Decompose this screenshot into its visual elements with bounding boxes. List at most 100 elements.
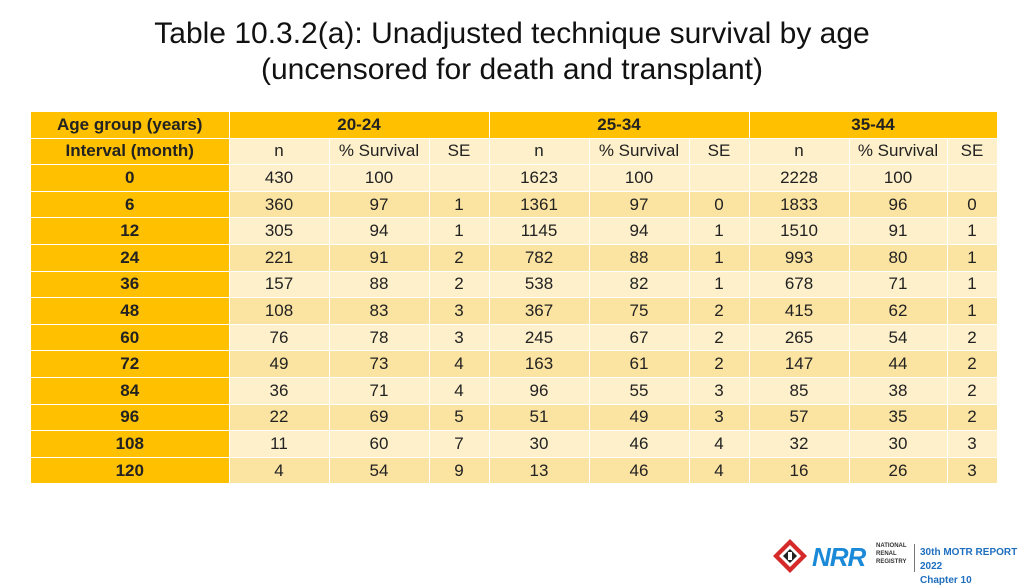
cell-survival: 78 — [329, 324, 430, 352]
cell-survival: 62 — [849, 297, 948, 325]
table-row: 36 157 88 2 538 82 1 678 71 1 — [31, 271, 998, 299]
cell-se: 4 — [429, 350, 490, 378]
cell-survival: 88 — [589, 244, 690, 272]
cell-survival: 80 — [849, 244, 948, 272]
interval-label: 6 — [31, 191, 230, 219]
survival-table: Age group (years) 20-24 25-34 35-44 Inte… — [31, 112, 998, 485]
cell-survival: 97 — [329, 191, 430, 219]
cell-n: 1145 — [489, 217, 590, 245]
cell-se: 3 — [429, 324, 490, 352]
subheader-se: SE — [689, 138, 750, 166]
cell-se: 2 — [689, 324, 750, 352]
title-line-2: (uncensored for death and transplant) — [261, 53, 763, 86]
cell-n: 1833 — [749, 191, 850, 219]
interval-label: 72 — [31, 350, 230, 378]
interval-label: 96 — [31, 404, 230, 432]
row-header-age-group: Age group (years) — [31, 112, 230, 139]
cell-se — [689, 164, 750, 192]
cell-survival: 91 — [329, 244, 430, 272]
cell-survival: 96 — [849, 191, 948, 219]
cell-n: 49 — [229, 350, 330, 378]
cell-n: 265 — [749, 324, 850, 352]
cell-survival: 94 — [589, 217, 690, 245]
logo-brand: NRR — [812, 542, 866, 572]
logo-org-name: NATIONAL RENAL REGISTRY — [876, 542, 907, 566]
group-header-20-24: 20-24 — [229, 112, 490, 139]
cell-se: 0 — [947, 191, 998, 219]
table-row: 96 22 69 5 51 49 3 57 35 2 — [31, 404, 998, 432]
cell-survival: 100 — [329, 164, 430, 192]
cell-n: 430 — [229, 164, 330, 192]
cell-survival: 97 — [589, 191, 690, 219]
cell-n: 147 — [749, 350, 850, 378]
table-row: 120 4 54 9 13 46 4 16 26 3 — [31, 457, 998, 485]
cell-n: 221 — [229, 244, 330, 272]
cell-se — [947, 164, 998, 192]
cell-survival: 35 — [849, 404, 948, 432]
cell-survival: 91 — [849, 217, 948, 245]
cell-n: 538 — [489, 271, 590, 299]
table-row: 48 108 83 3 367 75 2 415 62 1 — [31, 297, 998, 325]
cell-n: 22 — [229, 404, 330, 432]
cell-survival: 83 — [329, 297, 430, 325]
group-header-row: Age group (years) 20-24 25-34 35-44 — [31, 112, 998, 139]
interval-label: 108 — [31, 430, 230, 458]
cell-n: 1361 — [489, 191, 590, 219]
cell-survival: 26 — [849, 457, 948, 485]
cell-se: 1 — [947, 297, 998, 325]
cell-se: 5 — [429, 404, 490, 432]
cell-se: 4 — [689, 457, 750, 485]
cell-se: 3 — [689, 404, 750, 432]
cell-se: 1 — [429, 191, 490, 219]
cell-n: 782 — [489, 244, 590, 272]
interval-label: 120 — [31, 457, 230, 485]
subheader-se: SE — [947, 138, 998, 166]
interval-label: 0 — [31, 164, 230, 192]
table-row: 12 305 94 1 1145 94 1 1510 91 1 — [31, 217, 998, 245]
interval-label: 36 — [31, 271, 230, 299]
cell-se: 4 — [429, 377, 490, 405]
cell-se: 1 — [947, 271, 998, 299]
table-row: 0 430 100 1623 100 2228 100 — [31, 164, 998, 192]
cell-se: 1 — [689, 217, 750, 245]
cell-n: 16 — [749, 457, 850, 485]
cell-se: 1 — [689, 271, 750, 299]
cell-n: 36 — [229, 377, 330, 405]
logo-report-title: 30th MOTR REPORT 2022 — [920, 547, 1018, 572]
cell-n: 108 — [229, 297, 330, 325]
cell-survival: 54 — [849, 324, 948, 352]
cell-n: 2228 — [749, 164, 850, 192]
cell-survival: 55 — [589, 377, 690, 405]
logo-org-line-3: REGISTRY — [876, 559, 907, 565]
cell-survival: 67 — [589, 324, 690, 352]
cell-n: 4 — [229, 457, 330, 485]
interval-label: 24 — [31, 244, 230, 272]
cell-survival: 38 — [849, 377, 948, 405]
cell-survival: 60 — [329, 430, 430, 458]
cell-se: 2 — [689, 297, 750, 325]
cell-n: 85 — [749, 377, 850, 405]
cell-survival: 71 — [849, 271, 948, 299]
cell-se: 2 — [947, 324, 998, 352]
cell-n: 163 — [489, 350, 590, 378]
cell-n: 415 — [749, 297, 850, 325]
cell-survival: 100 — [849, 164, 948, 192]
cell-se: 1 — [947, 244, 998, 272]
cell-n: 11 — [229, 430, 330, 458]
cell-survival: 75 — [589, 297, 690, 325]
subheader-n: n — [489, 138, 590, 166]
subheader-n: n — [749, 138, 850, 166]
row-header-interval: Interval (month) — [31, 138, 230, 166]
page-title: Table 10.3.2(a): Unadjusted technique su… — [0, 16, 1024, 88]
cell-survival: 94 — [329, 217, 430, 245]
cell-se: 1 — [689, 244, 750, 272]
logo-chapter: Chapter 10 — [920, 575, 972, 586]
cell-se: 0 — [689, 191, 750, 219]
cell-se: 2 — [689, 350, 750, 378]
cell-se: 3 — [947, 430, 998, 458]
subheader-n: n — [229, 138, 330, 166]
table-row: 84 36 71 4 96 55 3 85 38 2 — [31, 377, 998, 405]
cell-se: 2 — [429, 244, 490, 272]
table-row: 72 49 73 4 163 61 2 147 44 2 — [31, 350, 998, 378]
cell-n: 993 — [749, 244, 850, 272]
